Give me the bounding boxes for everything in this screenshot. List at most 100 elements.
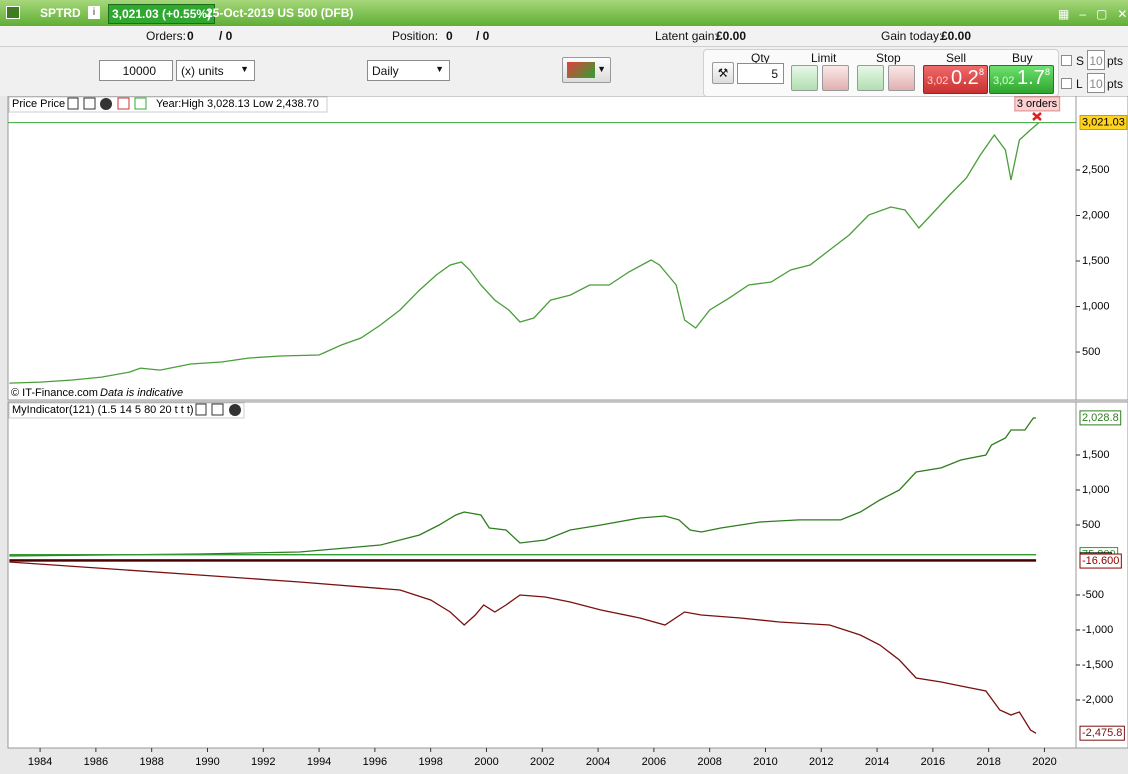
orders-badge: 3 orders <box>1017 98 1058 110</box>
price-annotation: Year:High 3,028.13 Low 2,438.70 <box>156 98 319 110</box>
x-tick-label: 1996 <box>363 756 387 768</box>
limit-toggle: L <box>1076 77 1083 91</box>
x-tick-label: 2010 <box>753 756 777 768</box>
limit-pts-input[interactable]: 10 <box>1087 73 1105 93</box>
qty-input[interactable]: 5 <box>737 63 784 84</box>
indicator-header <box>8 402 245 419</box>
indicator-button[interactable]: ▼ <box>562 57 611 83</box>
buy-button[interactable]: 3,02 1.7 8 <box>989 65 1054 94</box>
status-bar: Orders: 0 / 0 Position: 0 / 0 Latent gai… <box>0 26 1128 47</box>
units: (x) units <box>181 64 224 78</box>
today-label: Gain today: <box>881 29 943 43</box>
stop-pts-input[interactable]: 10 <box>1087 50 1105 70</box>
x-tick-label: 2014 <box>865 756 889 768</box>
stop-pts-unit: pts <box>1107 54 1124 68</box>
x-tick-label: 2020 <box>1032 756 1056 768</box>
y-tick-label: -500 <box>1082 589 1104 601</box>
orders-label: Orders: <box>146 29 187 43</box>
sell-main: 0.2 <box>951 67 979 89</box>
timeframe: Daily <box>372 64 399 78</box>
sell-lead: 3,02 <box>927 75 949 87</box>
limit-buy-button[interactable] <box>791 65 818 91</box>
buy-main: 1.7 <box>1017 67 1045 89</box>
limit-sell-button[interactable] <box>822 65 849 91</box>
y-tick-label: 2,500 <box>1082 164 1110 176</box>
buy-tail: 8 <box>1045 67 1051 77</box>
price-footer-note: Data is indicative <box>100 387 183 399</box>
window-buttons[interactable]: ▦–▢✕ <box>1058 7 1127 21</box>
y-tick-label: 1,000 <box>1082 484 1110 496</box>
series-line <box>9 122 1040 384</box>
end-value-label: -16.600 <box>1082 555 1119 567</box>
price-title: Price Price <box>12 98 65 110</box>
position-pending: / 0 <box>476 29 490 43</box>
sell-button[interactable]: 3,02 0.2 8 <box>923 65 988 94</box>
x-tick-label: 1988 <box>139 756 163 768</box>
quantity-input[interactable]: 10000 <box>99 60 173 81</box>
end-value-box <box>1079 410 1122 426</box>
y-tick-label: -2,000 <box>1082 694 1113 706</box>
y-tick-label: 2,000 <box>1082 209 1110 221</box>
stop-checkbox[interactable] <box>1061 55 1072 66</box>
stop-sell-button[interactable] <box>888 65 915 91</box>
y-tick-label: 1,500 <box>1082 255 1110 267</box>
x-tick-label: 2000 <box>474 756 498 768</box>
y-tick-label: 500 <box>1082 519 1100 531</box>
qty-label: Qty <box>751 51 770 65</box>
position-label: Position: <box>392 29 439 43</box>
stop-label: Stop <box>876 51 901 65</box>
limit-pts: 10 <box>1089 77 1103 91</box>
x-tick-label: 1990 <box>195 756 219 768</box>
x-tick-label: 2002 <box>530 756 554 768</box>
quantity: 10000 <box>122 64 156 78</box>
limit-checkbox[interactable] <box>1061 78 1072 89</box>
current-price-label: 3,021.03 <box>1082 116 1125 128</box>
price-footer: © IT-Finance.com <box>11 387 98 399</box>
orders: 0 <box>187 29 194 43</box>
x-tick-label: 1998 <box>418 756 442 768</box>
indicator-panel <box>7 401 1077 749</box>
x-tick-label: 1994 <box>307 756 331 768</box>
limit-pts-unit: pts <box>1107 77 1124 91</box>
chart-icon <box>6 6 20 19</box>
orders-pending: / 0 <box>219 29 233 43</box>
today: £0.00 <box>941 29 972 43</box>
orders-badge-box <box>1014 96 1061 112</box>
series-line <box>9 561 1037 734</box>
y-tick-label: 500 <box>1082 346 1100 358</box>
timeframe-select[interactable]: Daily ▼ <box>367 60 450 81</box>
x-tick-label: 1986 <box>84 756 108 768</box>
units-select[interactable]: (x) units ▼ <box>176 60 255 81</box>
stop-buy-button[interactable] <box>857 65 884 91</box>
x-tick-label: 2018 <box>976 756 1000 768</box>
series-line <box>9 417 1037 557</box>
end-value-box <box>1079 725 1125 741</box>
toolbar: 10000 (x) units ▼ Daily ▼ ▼ ⚒ Qty 5 Limit … <box>0 47 1128 97</box>
buy-lead: 3,02 <box>993 75 1015 87</box>
x-tick-label: 2016 <box>921 756 945 768</box>
current-price-box <box>1079 114 1128 130</box>
x-tick-label: 2006 <box>642 756 666 768</box>
x-tick-label: 2012 <box>809 756 833 768</box>
qty: 5 <box>771 67 778 81</box>
y-tick-label: 1,000 <box>1082 300 1110 312</box>
y-tick-label: 1,500 <box>1082 449 1110 461</box>
end-value-box <box>1079 553 1122 569</box>
stop-pts: 10 <box>1089 54 1103 68</box>
settings-button[interactable]: ⚒ <box>712 62 734 84</box>
x-tick-label: 1984 <box>28 756 52 768</box>
x-tick-label: 2008 <box>697 756 721 768</box>
orders-marker <box>1032 112 1042 121</box>
y-tick-label: -1,000 <box>1082 624 1113 636</box>
info-icon[interactable]: i <box>88 6 100 19</box>
indicator-title: MyIndicator(121) (1.5 14 5 80 20 t t t) <box>12 404 194 416</box>
end-value-label: -2,475.8 <box>1082 727 1122 739</box>
price-panel <box>7 96 1077 401</box>
price-badge: 3,021.03 (+0.55%) <box>108 4 216 24</box>
price-header-icons[interactable] <box>67 97 147 110</box>
latent: £0.00 <box>716 29 747 43</box>
buy-label: Buy <box>1012 51 1033 65</box>
indicator-header-icons[interactable] <box>195 403 241 416</box>
position: 0 <box>446 29 453 43</box>
